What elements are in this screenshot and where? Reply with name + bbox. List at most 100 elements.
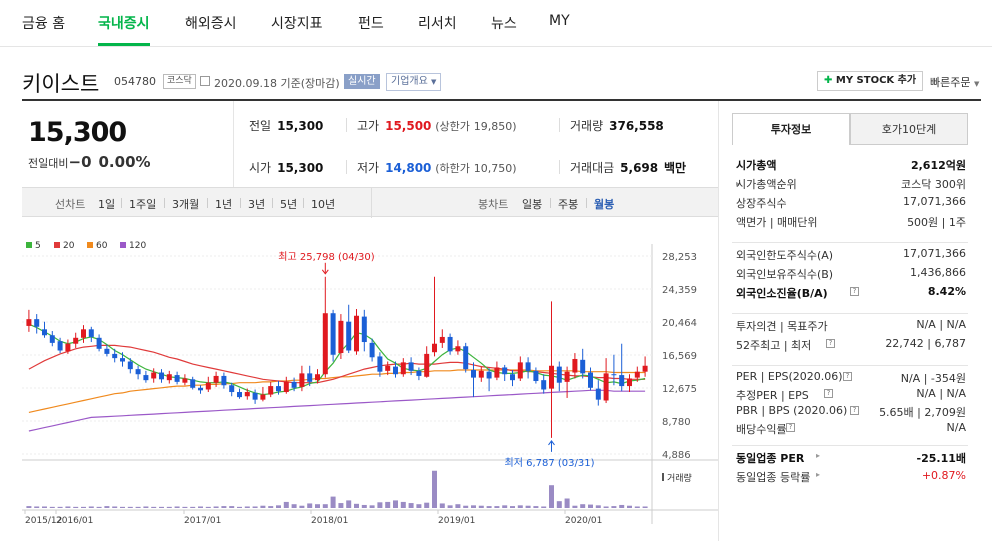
volume-bar [463, 505, 469, 508]
nav-tab-5[interactable]: 리서치 [418, 16, 457, 32]
line-period-tab-3[interactable]: 1년 [215, 198, 233, 211]
y-tick-label: 12,675 [662, 384, 697, 395]
nav-tab-4[interactable]: 펀드 [358, 16, 384, 32]
candle-body [198, 387, 203, 391]
info-label: 시가총액순위 [736, 178, 797, 191]
candle-period-tab-2[interactable]: 월봉 [594, 198, 615, 211]
candle-body [26, 319, 32, 326]
nav-tab-3[interactable]: 시장지표 [271, 16, 323, 32]
section-divider [732, 313, 968, 314]
candle-body [159, 372, 164, 380]
volume-bar [96, 506, 102, 508]
candle-body [34, 319, 40, 327]
change-value: 0 [81, 153, 92, 171]
no-change-icon: − [68, 153, 82, 171]
header-rule [22, 99, 981, 101]
tab-investment-info[interactable]: 투자정보 [732, 113, 850, 145]
legend-label: 5 [35, 241, 41, 251]
info-label: PBR | BPS (2020.06) [736, 404, 848, 417]
tab-divider [272, 198, 273, 208]
candle-body [627, 378, 632, 387]
volume-bar [112, 506, 118, 508]
add-my-stock-button[interactable]: ✚ MY STOCK 추가 [817, 71, 924, 91]
ma20-line [28, 344, 646, 384]
nav-tab-7[interactable]: MY [549, 13, 570, 29]
candle-body [447, 336, 453, 352]
quick-order-link[interactable]: 빠른주문 ▼ [930, 74, 979, 90]
line-period-tab-6[interactable]: 10년 [311, 198, 336, 211]
info-value: 500원 | 1주 [907, 216, 966, 229]
x-tick-label: 2016/01 [56, 516, 93, 526]
candle-body [237, 392, 242, 398]
volume-bar [268, 506, 274, 508]
candle-body [580, 359, 586, 374]
ma5-line [28, 323, 646, 396]
line-period-tab-0[interactable]: 1일 [98, 198, 116, 211]
trade-amount: 거래대금 5,698 백만 [570, 159, 686, 176]
candle-body [564, 371, 570, 382]
candle-body [369, 342, 375, 358]
y-tick-label: 16,569 [662, 351, 697, 362]
info-label: 배당수익률 [736, 423, 787, 436]
help-icon[interactable]: ? [843, 372, 852, 381]
info-value: 5.65배 | 2,709원 [879, 406, 966, 419]
candle-body [112, 353, 118, 359]
candle-body [424, 353, 430, 377]
nav-tab-0[interactable]: 금융 홈 [22, 16, 66, 32]
line-period-tab-5[interactable]: 5년 [280, 198, 298, 211]
volume-bar [642, 506, 648, 508]
line-period-tab-2[interactable]: 3개월 [172, 198, 200, 211]
volume-bar [229, 506, 235, 508]
market-badge: 코스닥 [163, 74, 196, 89]
help-icon[interactable]: ? [786, 423, 795, 432]
help-icon[interactable]: ? [850, 287, 859, 296]
candle-body [541, 380, 547, 390]
line-period-tab-1[interactable]: 1주일 [129, 198, 157, 211]
candle-period-tab-1[interactable]: 주봉 [558, 198, 579, 211]
calendar-icon [200, 76, 210, 86]
panel-divider [718, 101, 719, 541]
tab-divider [550, 198, 551, 208]
help-icon[interactable]: ? [824, 389, 833, 398]
candle-body [385, 365, 391, 371]
volume-label: 거래량 [667, 472, 692, 484]
volume-bar [455, 504, 461, 508]
candle-period-tab-0[interactable]: 일봉 [522, 198, 543, 211]
candle-body [478, 370, 484, 378]
nav-tab-6[interactable]: 뉴스 [491, 16, 517, 32]
volume-bar [494, 506, 500, 508]
candle-chart-label: 봉차트 [478, 198, 509, 211]
volume-bar [159, 506, 164, 508]
section-divider [371, 188, 372, 218]
help-icon[interactable]: ? [850, 406, 859, 415]
candle-body [221, 375, 227, 386]
quick-order-label: 빠른주문 [930, 76, 971, 89]
legend-label: 120 [129, 241, 146, 251]
max-price-annotation: 최고 25,798 (04/30) [278, 251, 374, 263]
volume-legend-mark [662, 473, 664, 481]
help-icon[interactable]: ? [826, 339, 835, 348]
volume-label: 거래량 [570, 119, 604, 133]
candle-body [104, 348, 110, 354]
volume: 거래량 376,558 [570, 117, 664, 134]
divider [559, 118, 560, 132]
tab-order-book[interactable]: 호가10단계 [850, 113, 968, 145]
info-value: 8.42% [927, 285, 966, 298]
low-price: 저가 14,800 (하한가 10,750) [357, 159, 517, 176]
legend-swatch [26, 242, 32, 248]
realtime-button[interactable]: 실시간 [344, 74, 380, 89]
section-divider [732, 445, 968, 446]
company-info-dropdown[interactable]: 기업개요 ▼ [386, 73, 442, 91]
candle-body [611, 374, 617, 376]
volume-bar [57, 506, 63, 508]
candle-body [572, 358, 578, 373]
candle-body [315, 374, 320, 381]
volume-bar [252, 506, 258, 508]
nav-tab-1[interactable]: 국내증시 [98, 13, 150, 46]
tab-divider [240, 198, 241, 208]
low-value: 14,800 [385, 161, 432, 175]
line-period-tab-4[interactable]: 3년 [248, 198, 266, 211]
volume-bar [244, 506, 250, 508]
volume-bar [276, 505, 281, 508]
nav-tab-2[interactable]: 해외증시 [185, 16, 237, 32]
